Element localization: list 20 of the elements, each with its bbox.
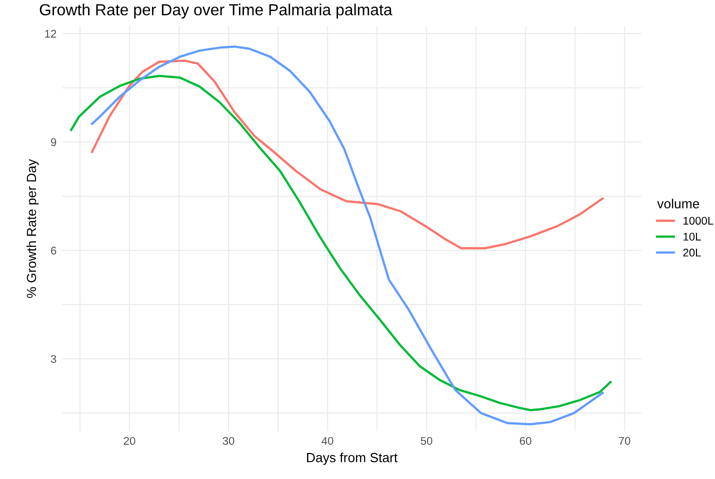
y-tick-label: 3 [50, 355, 56, 363]
x-tick-label: 50 [420, 436, 432, 445]
x-tick-label: 30 [222, 436, 234, 445]
legend-title: volume [657, 198, 700, 208]
x-tick-label: 20 [124, 436, 136, 445]
x-axis-title: Days from Start [307, 452, 398, 465]
legend-label: 1000L [684, 216, 714, 225]
x-tick-label: 60 [520, 436, 532, 445]
x-tick-label: 40 [322, 436, 334, 445]
line-series [70, 74, 612, 412]
y-axis-title: % Growth Rate per Day [26, 159, 39, 298]
y-tick-label: 12 [45, 30, 56, 38]
y-tick-label: 6 [51, 246, 56, 255]
legend-label: 20L [683, 248, 701, 257]
line-series [90, 60, 604, 250]
x-tick-label: 70 [618, 436, 630, 445]
y-tick-label: 9 [50, 138, 56, 146]
chart-title: Growth Rate per Day over Time Palmaria palmata [40, 4, 392, 19]
line-series [90, 45, 604, 426]
legend-label: 10L [684, 232, 701, 241]
